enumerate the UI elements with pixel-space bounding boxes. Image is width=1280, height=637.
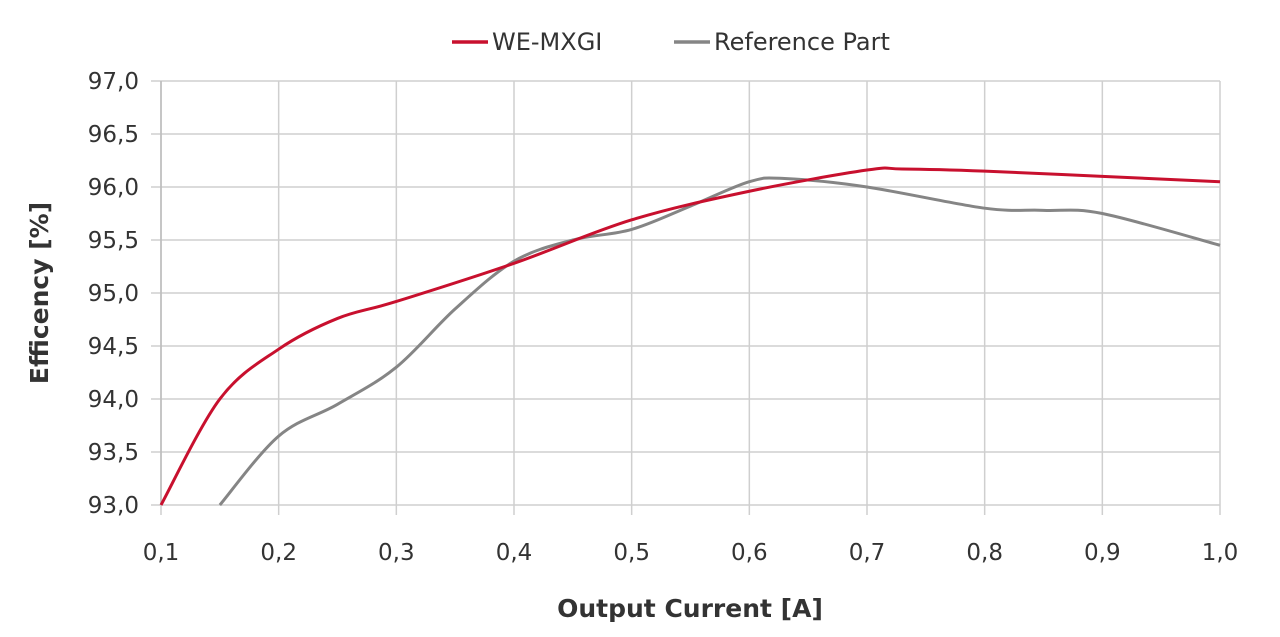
y-tick-label: 95,0 bbox=[88, 281, 139, 307]
x-tick-label: 0,8 bbox=[966, 540, 1003, 566]
x-tick-label: 0,6 bbox=[731, 540, 768, 566]
x-axis-title: Output Current [A] bbox=[557, 594, 823, 623]
y-tick-label: 97,0 bbox=[88, 69, 139, 95]
y-tick-label: 93,0 bbox=[88, 493, 139, 519]
legend-label: Reference Part bbox=[714, 28, 890, 56]
x-tick-label: 1,0 bbox=[1202, 540, 1239, 566]
y-tick-label: 95,5 bbox=[88, 228, 139, 254]
x-tick-label: 0,4 bbox=[496, 540, 533, 566]
y-tick-label: 96,0 bbox=[88, 175, 139, 201]
y-tick-label: 94,0 bbox=[88, 387, 139, 413]
grid bbox=[151, 80, 1221, 515]
y-tick-label: 93,5 bbox=[88, 440, 139, 466]
x-tick-label: 0,3 bbox=[378, 540, 415, 566]
legend: WE-MXGI Reference Part bbox=[452, 28, 890, 56]
x-tick-label: 0,9 bbox=[1084, 540, 1121, 566]
x-tick-label: 0,5 bbox=[613, 540, 650, 566]
x-tick-label: 0,2 bbox=[260, 540, 297, 566]
series-lines bbox=[159, 166, 1221, 506]
tick-labels: 93,0 93,5 94,0 94,5 95,0 95,5 96,0 96,5 97,0 0,1 0… bbox=[88, 69, 1239, 566]
x-tick-label: 0,7 bbox=[849, 540, 886, 566]
x-tick-label: 0,1 bbox=[143, 540, 180, 566]
series-line-reference-part bbox=[218, 176, 1221, 506]
y-tick-label: 96,5 bbox=[88, 122, 139, 148]
legend-label: WE-MXGI bbox=[492, 28, 602, 56]
series-line-we-mxgi bbox=[159, 166, 1221, 506]
y-tick-label: 94,5 bbox=[88, 334, 139, 360]
y-axis-title: Efficency [%] bbox=[25, 202, 54, 384]
